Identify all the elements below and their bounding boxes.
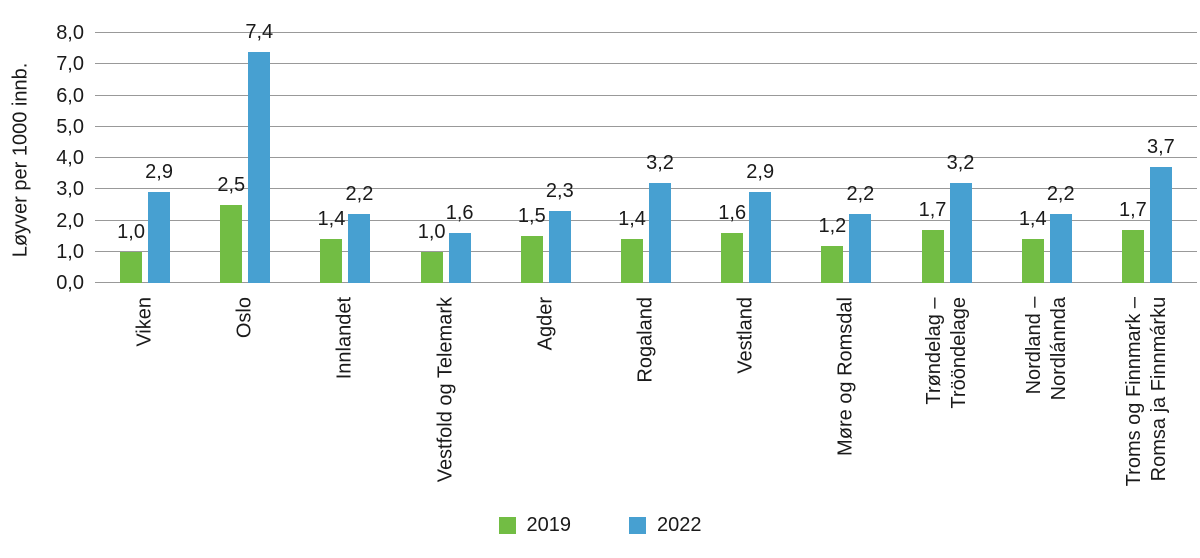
x-axis-label-text: Innlandet [333,297,356,380]
bar-value-label: 1,6 [718,202,747,224]
bar-value-label: 2,3 [545,180,574,203]
x-axis-label-text: Troms og Finnmark – Romsa ja Finnmárku [1122,297,1170,487]
x-axis-label-text: Vestland [734,297,757,374]
bar-2019 [721,233,744,283]
x-axis-label: Troms og Finnmark – Romsa ja Finnmárku [1122,297,1172,486]
gridline [95,250,1197,252]
bar-2022 [348,214,371,283]
bar-2019 [420,251,443,283]
bar-2019 [821,245,844,283]
bar-2019 [1021,239,1044,283]
gridline [95,63,1197,65]
x-axis-label: Innlandet [333,297,358,379]
bar-value-label: 1,4 [618,208,646,231]
legend-swatch-2022-icon [629,517,646,534]
bar-value-label: 3,7 [1147,136,1175,159]
gridline [95,188,1197,190]
y-tick-label: 6,0 [56,84,84,107]
x-axis-label: Trøndelag – Trööndelage [922,297,972,409]
gridline [95,282,1197,283]
y-tick-label: 4,0 [56,147,84,169]
bar-2019 [621,239,643,283]
bar-value-label: 1,7 [1119,198,1147,221]
bar-value-label: 3,2 [946,152,975,174]
bar-value-label: 7,4 [245,20,274,43]
bar-value-label: 2,2 [1046,183,1075,206]
bar-value-label: 2,9 [746,161,775,184]
bar-2019 [1121,229,1144,283]
gridline [95,94,1197,96]
bar-value-label: 1,0 [417,220,446,243]
x-axis-label: Rogaland [634,297,659,383]
x-axis-label: Møre og Romsdal [834,297,859,456]
bar-2019 [520,236,543,283]
gridline [95,157,1197,158]
bar-2022 [949,183,972,283]
bar-value-label: 1,4 [317,208,346,231]
legend-item-2022: 2022 [629,514,702,537]
bar-value-label: 2,9 [145,161,173,184]
bar-2019 [921,229,944,283]
gridline [95,219,1197,221]
y-tick-label: 8,0 [56,22,84,44]
bar-value-label: 3,2 [646,152,674,174]
x-axis-label-text: Agder [534,297,557,351]
y-tick-label: 5,0 [56,115,84,138]
y-tick-label: 7,0 [56,53,84,76]
x-axis-label: Oslo [233,297,258,338]
legend-swatch-2019-icon [498,517,516,534]
bar-value-label: 1,7 [918,198,947,221]
x-axis-label-text: Oslo [233,297,256,339]
bar-value-label: 2,2 [345,183,374,206]
plot-area: 1,0 2,9 2,5 7,4 1,4 2,2 1,0 1,6 1,5 2,3 1,4 3,2 1,6 2… [95,21,1197,283]
bar-2022 [749,192,772,283]
x-axis-label-text: Vestfold og Telemark [434,297,457,483]
x-axis-label-text: Møre og Romsdal [834,297,857,456]
x-axis-label-text: Rogaland [634,297,657,383]
gridline [95,125,1197,127]
y-tick-label: 2,0 [56,209,84,232]
bar-value-label: 2,2 [846,183,875,206]
y-tick-label: 1,0 [56,240,84,263]
bar-2019 [120,251,143,283]
gridline [95,32,1197,33]
x-axis-label-text: Trøndelag – Trööndelage [922,297,970,409]
bar-value-label: 1,4 [1018,208,1047,231]
bar-2022 [548,211,571,283]
bar-2022 [448,233,471,283]
x-axis-label-text: Viken [133,297,156,347]
bar-2019 [320,239,343,283]
legend-label-2019: 2019 [526,514,572,536]
bar-2022 [849,214,872,283]
bar-value-label: 1,6 [445,202,474,224]
x-axis-label: Nordland – Nordlánnda [1022,297,1072,400]
bar-2022 [1149,167,1172,283]
y-tick-label: 3,0 [56,178,84,201]
legend-label-2022: 2022 [657,514,702,536]
bar-2022 [248,51,271,283]
x-axis-label: Vestfold og Telemark [433,297,458,482]
bar-2022 [1049,214,1072,283]
bar-value-label: 1,5 [517,205,546,228]
x-axis-label: Vestland [734,297,759,374]
bar-value-label: 1,0 [117,220,145,243]
x-axis-label-text: Nordland – Nordlánnda [1022,297,1070,401]
y-tick-label: 0,0 [56,272,84,294]
bar-2022 [148,192,171,283]
legend-item-2019: 2019 [498,514,572,537]
x-axis-label: Agder [533,297,558,350]
x-axis-label: Viken [133,297,158,347]
bar-value-label: 1,2 [818,214,847,237]
bar-2022 [649,183,671,283]
bar-2019 [220,204,243,283]
bar-value-label: 2,5 [217,173,246,196]
legend: 2019 2022 [0,514,1200,537]
